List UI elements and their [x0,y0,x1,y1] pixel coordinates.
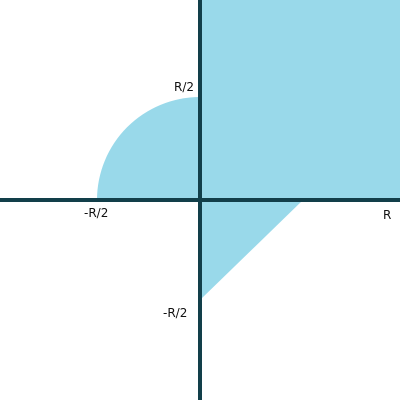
region-rectangle-quadrant-1 [200,0,400,200]
label-x-half-negative: -R/2 [84,206,108,220]
label-y-half-negative: -R/2 [163,306,187,320]
label-x-full-positive: R [383,208,391,222]
label-y-half-positive: R/2 [174,80,194,94]
region-quarter-circle-quadrant-2 [97,97,200,200]
region-triangle-quadrant-4 [200,200,303,300]
